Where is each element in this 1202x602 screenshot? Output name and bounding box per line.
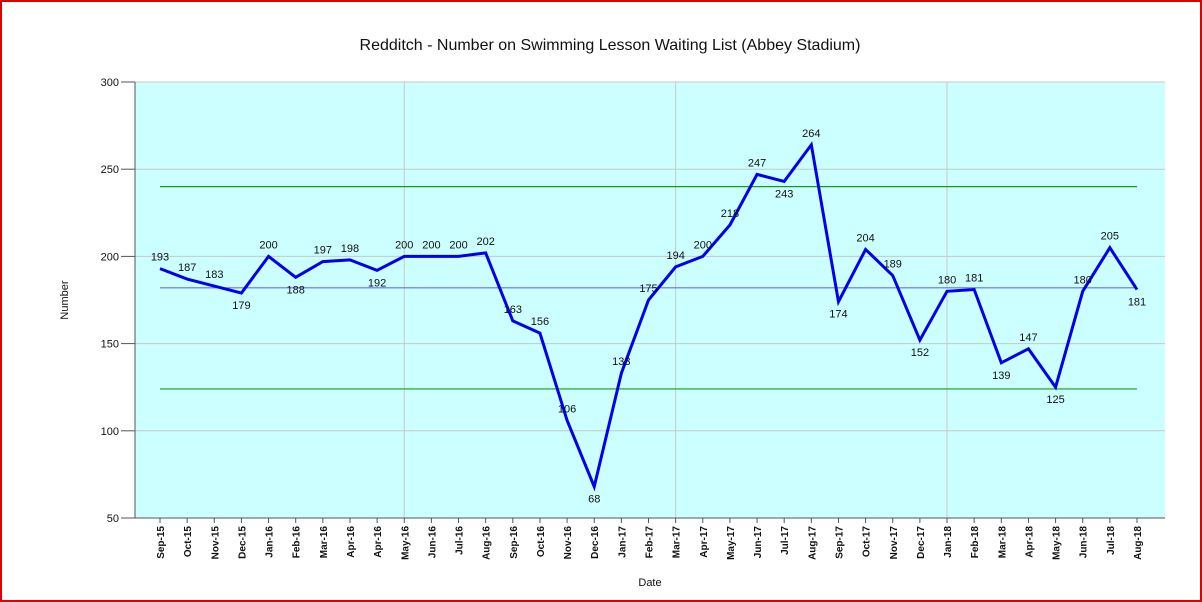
x-tick-label: May-18 [1052, 526, 1063, 560]
data-label: 106 [558, 403, 576, 415]
data-label: 205 [1101, 231, 1119, 243]
data-label: 218 [721, 208, 739, 220]
y-tick-label: 150 [101, 339, 119, 351]
x-tick-label: Mar-16 [319, 526, 330, 559]
y-tick-label: 300 [101, 77, 119, 89]
x-tick-label: Jun-16 [427, 526, 438, 559]
x-tick-label: Nov-17 [889, 526, 900, 560]
data-label: 188 [287, 284, 305, 296]
x-tick-label: Jul-16 [455, 526, 466, 555]
x-tick-label: Apr-16 [346, 526, 357, 558]
x-tick-label: Dec-16 [590, 526, 601, 559]
x-tick-label: Aug-17 [807, 526, 818, 560]
data-label: 198 [341, 243, 359, 255]
x-tick-label: Feb-16 [292, 526, 303, 559]
data-label: 180 [938, 274, 956, 286]
y-tick-label: 100 [101, 426, 119, 438]
x-tick-label: Mar-17 [672, 526, 683, 559]
x-tick-label: Apr-18 [1024, 526, 1035, 558]
data-label: 192 [368, 277, 386, 289]
data-label: 200 [422, 239, 440, 251]
data-label: 193 [151, 252, 169, 264]
x-tick-label: May-16 [400, 526, 411, 560]
x-axis-label: Date [638, 577, 661, 589]
data-label: 202 [476, 236, 494, 248]
data-label: 264 [802, 128, 820, 140]
data-label: 189 [884, 259, 902, 271]
x-tick-label: Aug-18 [1133, 526, 1144, 560]
data-label: 200 [259, 239, 277, 251]
x-tick-label: Dec-15 [237, 526, 248, 559]
data-label: 200 [694, 239, 712, 251]
y-tick-label: 250 [101, 164, 119, 176]
x-tick-label: Jan-16 [265, 526, 276, 558]
data-label: 243 [775, 188, 793, 200]
data-label: 68 [588, 494, 600, 506]
data-label: 181 [965, 273, 983, 285]
y-tick-label: 50 [107, 513, 119, 525]
y-tick-label: 200 [101, 251, 119, 263]
x-tick-label: Sep-17 [834, 526, 845, 559]
data-label: 152 [911, 347, 929, 359]
x-tick-label: Mar-18 [997, 526, 1008, 559]
x-tick-label: Aug-16 [482, 526, 493, 560]
x-tick-label: Jan-17 [617, 526, 628, 558]
y-axis-label: Number [59, 280, 71, 319]
x-tick-label: Jul-17 [780, 526, 791, 555]
data-label: 156 [531, 316, 549, 328]
x-tick-label: Feb-17 [645, 526, 656, 559]
x-tick-label: Feb-18 [970, 526, 981, 559]
x-tick-label: Oct-16 [536, 526, 547, 558]
x-tick-label: Apr-17 [699, 526, 710, 558]
x-tick-label: Sep-15 [156, 526, 167, 559]
x-tick-label: Nov-16 [563, 526, 574, 560]
x-tick-label: Jun-18 [1079, 526, 1090, 559]
x-tick-label: Dec-17 [916, 526, 927, 559]
data-label: 204 [856, 232, 874, 244]
data-label: 180 [1074, 274, 1092, 286]
x-tick-label: Jun-17 [753, 526, 764, 559]
data-label: 174 [829, 309, 847, 321]
data-label: 197 [314, 245, 332, 257]
x-tick-label: Nov-15 [210, 526, 221, 560]
x-tick-label: Apr-16 [373, 526, 384, 558]
data-label: 179 [232, 300, 250, 312]
chart-title: Redditch - Number on Swimming Lesson Wai… [360, 37, 861, 54]
data-label: 147 [1019, 332, 1037, 344]
data-label: 194 [666, 250, 684, 262]
data-label: 133 [612, 356, 630, 368]
data-label: 247 [748, 157, 766, 169]
x-tick-label: May-17 [726, 526, 737, 560]
x-tick-label: Sep-16 [509, 526, 520, 559]
data-label: 139 [992, 370, 1010, 382]
x-tick-label: Jan-18 [943, 526, 954, 558]
line-series [159, 141, 1139, 492]
x-tick-label: Oct-15 [183, 526, 194, 558]
x-tick-label: Oct-17 [862, 526, 873, 558]
data-label: 187 [178, 262, 196, 274]
data-label: 125 [1046, 394, 1064, 406]
data-label: 181 [1128, 297, 1146, 309]
data-label: 200 [449, 239, 467, 251]
data-label: 163 [504, 304, 522, 316]
data-label: 175 [639, 283, 657, 295]
data-label: 183 [205, 269, 223, 281]
data-label: 200 [395, 239, 413, 251]
x-tick-label: Jul-18 [1106, 526, 1117, 555]
